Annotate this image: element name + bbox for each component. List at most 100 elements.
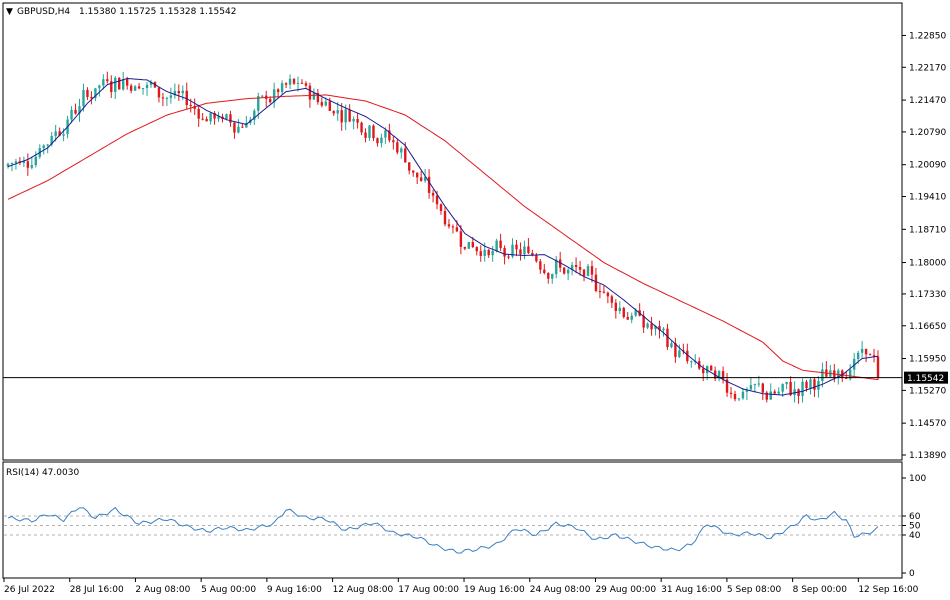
- candle-body: [562, 267, 566, 274]
- candle-body: [511, 244, 514, 257]
- price-tick-label: 1.18710: [909, 225, 946, 235]
- candle-body: [439, 204, 443, 212]
- candle-body: [666, 328, 669, 348]
- candle-body: [527, 246, 530, 253]
- candle-body: [161, 97, 165, 99]
- price-tick-label: 1.22850: [909, 31, 946, 41]
- candle-body: [308, 85, 312, 100]
- candle-body: [558, 259, 562, 268]
- price-tick-label: 1.15950: [909, 355, 946, 365]
- candle-body: [30, 165, 34, 168]
- time-axis[interactable]: 26 Jul 2022 28 Jul 16:00 2 Aug 08:00 5 Aug …: [3, 578, 919, 595]
- candle-body: [602, 291, 606, 293]
- candle-body: [78, 106, 81, 114]
- time-tick-label: 9 Aug 16:00: [267, 585, 322, 595]
- candle-body: [241, 126, 244, 128]
- candle-body: [261, 95, 264, 97]
- candle-body: [463, 246, 467, 249]
- candle-body: [98, 85, 101, 89]
- candle-body: [90, 96, 93, 99]
- price-tick-label: 1.22170: [909, 63, 946, 73]
- price-tick-label: 1.17330: [909, 290, 946, 300]
- candle-body: [451, 226, 455, 228]
- time-tick-label: 19 Aug 16:00: [464, 585, 525, 595]
- candle-body: [654, 326, 657, 330]
- candle-body: [797, 389, 800, 396]
- header-ohlc: 1.15380 1.15725 1.15328 1.15542: [79, 7, 236, 17]
- candle-body: [626, 317, 629, 320]
- candle-body: [483, 249, 486, 256]
- candle-body: [650, 323, 653, 330]
- header-symbol: GBPUSD,H4: [17, 7, 70, 17]
- candle-body: [197, 108, 200, 119]
- rsi-line: [7, 506, 879, 554]
- candle-body: [801, 381, 804, 396]
- candle-body: [590, 266, 594, 275]
- candle-body: [26, 161, 30, 168]
- time-tick-label: 8 Sep 00:00: [793, 585, 848, 595]
- candle-body: [129, 85, 133, 91]
- candle-body: [670, 343, 673, 348]
- candle-body: [316, 93, 320, 103]
- candle-body: [749, 385, 753, 390]
- candle-body: [412, 170, 415, 173]
- candle-body: [292, 78, 296, 84]
- header-triangle-icon[interactable]: ▼: [6, 7, 13, 17]
- candle-body: [114, 77, 117, 93]
- candle-body: [642, 315, 645, 328]
- candle-body: [809, 379, 812, 389]
- candle-body: [781, 384, 784, 392]
- candle-body: [499, 240, 502, 249]
- candle-body: [82, 89, 85, 107]
- price-tick-label: 1.16650: [909, 322, 946, 332]
- candle-body: [125, 79, 129, 86]
- candle-body: [280, 83, 284, 93]
- candle-body: [789, 381, 792, 396]
- candle-body: [467, 242, 471, 249]
- candle-body: [495, 240, 498, 251]
- candle-body: [702, 368, 705, 374]
- candle-body: [471, 242, 474, 248]
- candle-body: [678, 350, 681, 357]
- candle-body: [50, 136, 53, 145]
- candle-body: [6, 163, 10, 167]
- candle-body: [360, 122, 363, 133]
- rsi-pane[interactable]: RSI(14) 47.0030: [2, 461, 903, 579]
- candle-body: [229, 114, 232, 123]
- time-tick-label: 17 Aug 00:00: [398, 585, 459, 595]
- candle-body: [741, 391, 745, 399]
- candle-body: [121, 79, 125, 90]
- candle-body: [209, 112, 212, 122]
- time-tick-label: 12 Sep 16:00: [858, 585, 918, 595]
- candle-body: [62, 134, 65, 136]
- candle-body: [765, 392, 768, 400]
- candle-body: [86, 89, 89, 97]
- candle-body: [253, 110, 256, 120]
- candle-body: [237, 126, 240, 133]
- candle-body: [721, 371, 725, 380]
- main-pane[interactable]: ▼ GBPUSD,H4 1.15380 1.15725 1.15328 1.15…: [2, 2, 903, 461]
- candle-body: [753, 384, 757, 386]
- candle-body: [733, 393, 737, 400]
- candle-body: [133, 86, 137, 91]
- candle-body: [300, 82, 304, 84]
- candle-body: [610, 296, 614, 303]
- candle-body: [535, 255, 538, 262]
- candle-body: [110, 81, 113, 93]
- candle-body: [606, 292, 610, 297]
- candle-body: [296, 82, 300, 84]
- candle-body: [658, 326, 661, 331]
- candle-body: [709, 365, 713, 371]
- candle-body: [646, 323, 649, 328]
- candle-body: [332, 111, 335, 114]
- candle-body: [415, 172, 419, 178]
- price-tick-label: 1.20790: [909, 128, 946, 138]
- candle-body: [304, 83, 308, 86]
- price-axis[interactable]: 1.22850 1.22170 1.21470 1.20790 1.20090 1.194…: [902, 31, 948, 461]
- candle-body: [777, 391, 780, 394]
- candle-body: [566, 269, 570, 274]
- candle-body: [852, 358, 856, 370]
- candle-body: [761, 383, 765, 393]
- candle-body: [841, 370, 844, 378]
